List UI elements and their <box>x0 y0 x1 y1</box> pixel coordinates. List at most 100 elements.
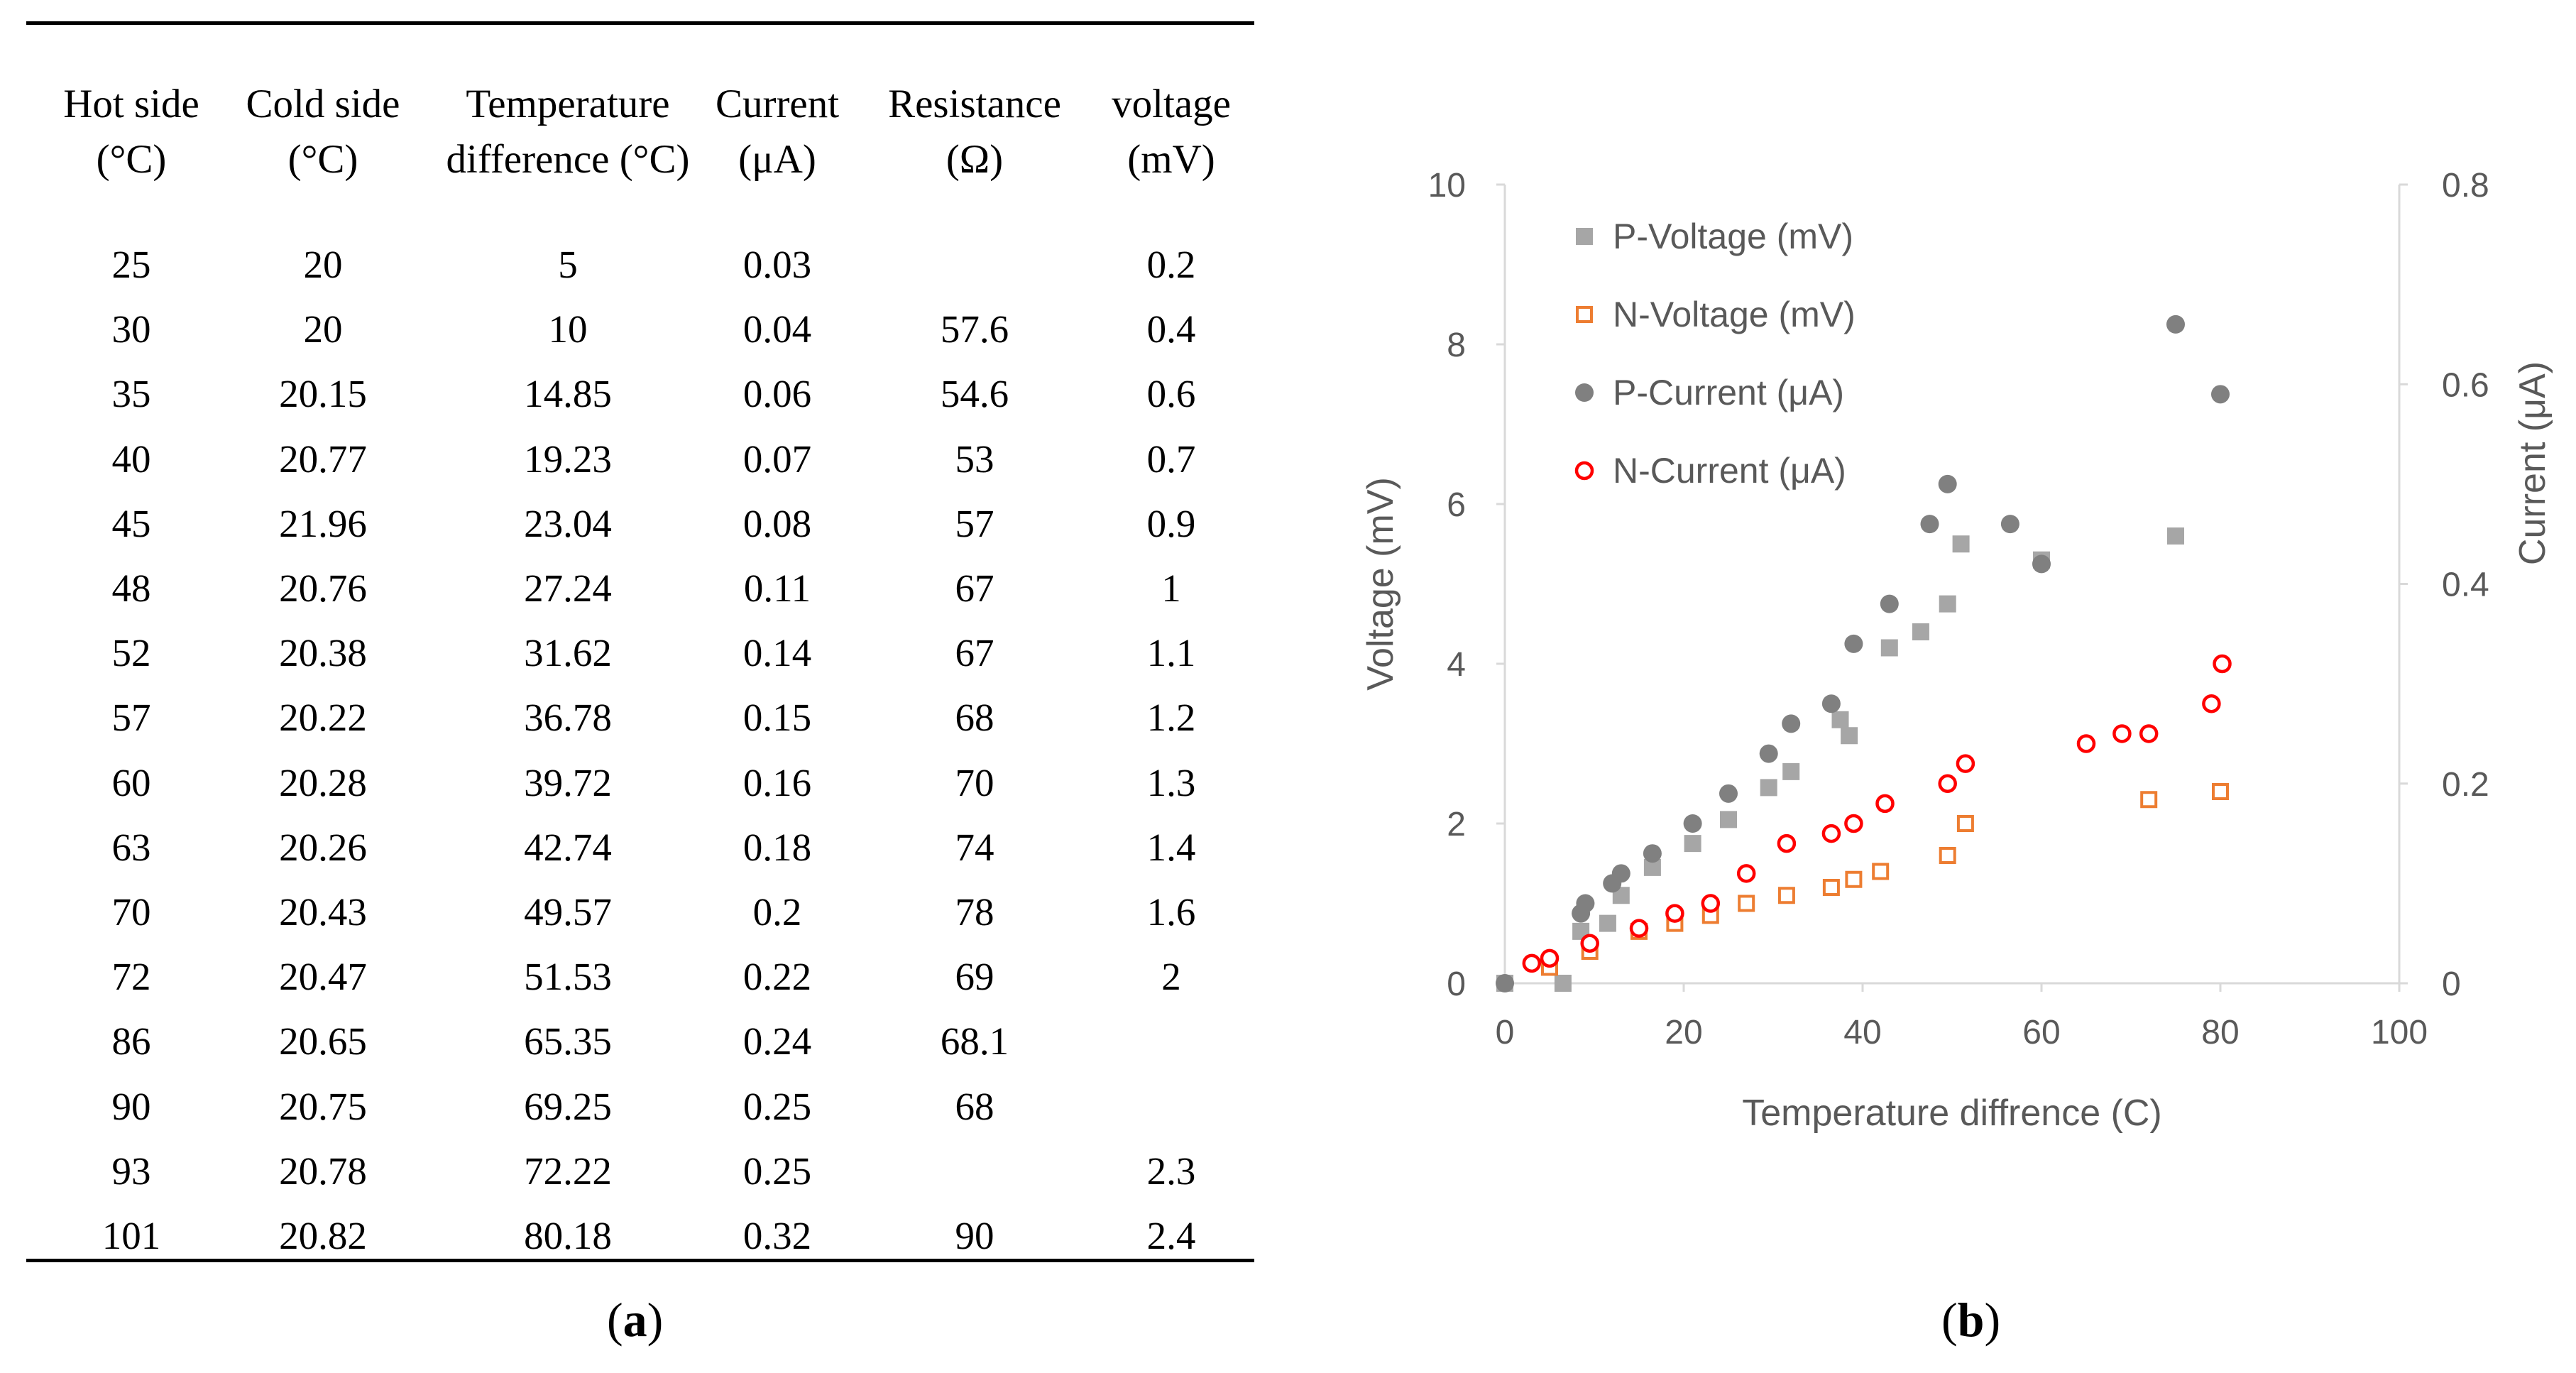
table-cell: 30 <box>111 307 151 351</box>
table-cell: 27.24 <box>524 567 612 610</box>
column-header-line: Resistance <box>888 82 1061 126</box>
x-tick-label: 80 <box>2201 1014 2239 1051</box>
column-header-line: Current <box>715 82 840 126</box>
column-header-line: (μA) <box>738 137 816 182</box>
table-cell: 20.82 <box>279 1214 367 1257</box>
y-tick-label: 8 <box>1447 327 1466 364</box>
data-point-series-0 <box>1841 727 1858 745</box>
table-cell: 54.6 <box>940 372 1009 416</box>
table-cell: 0.04 <box>742 307 812 351</box>
column-header: voltage (mV) <box>1029 77 1313 187</box>
table-cell: 20.77 <box>279 437 367 481</box>
table-cell: 53 <box>955 437 994 481</box>
table-cell: 0.9 <box>1146 501 1196 545</box>
table-cell: 51.53 <box>524 955 612 999</box>
table-cell: 93 <box>111 1149 151 1193</box>
data-point-series-3 <box>1956 754 1975 773</box>
column-header-line: (Ω) <box>946 137 1004 182</box>
x-tick-label: 40 <box>1843 1014 1881 1051</box>
table-cell: 5 <box>558 243 578 286</box>
y-tick-label: 4 <box>1447 646 1466 684</box>
data-point-series-2 <box>1719 784 1738 803</box>
table-cell: 1.1 <box>1146 631 1196 675</box>
table-cell: 0.06 <box>742 372 812 416</box>
data-point-series-0 <box>1554 975 1572 992</box>
data-point-series-3 <box>2202 694 2221 713</box>
column-header-line: Hot side <box>63 82 199 126</box>
table-cell: 0.32 <box>742 1214 812 1257</box>
legend-label: P-Voltage (mV) <box>1613 217 1853 256</box>
data-point-series-3 <box>1701 894 1721 913</box>
table-cell: 0.22 <box>742 955 812 999</box>
data-point-series-0 <box>1912 623 1929 640</box>
x-axis-title: Temperature diffrence (C) <box>1742 1093 2162 1134</box>
data-point-series-2 <box>2000 515 2019 534</box>
table-cell: 0.6 <box>1146 372 1196 416</box>
column-header-line: Temperature <box>466 82 670 126</box>
panel-label-a-open: ( <box>607 1293 623 1347</box>
table-cell: 68 <box>955 1084 994 1128</box>
table-cell: 68 <box>955 696 994 740</box>
table-cell: 20.28 <box>279 760 367 804</box>
table-cell: 35 <box>111 372 151 416</box>
y2-tick-label: 0 <box>2442 966 2461 1003</box>
table-cell: 20.43 <box>279 890 367 934</box>
table-cell: 0.25 <box>742 1084 812 1128</box>
data-point-series-2 <box>1611 864 1630 883</box>
y-tick-label: 10 <box>1428 167 1466 204</box>
data-point-series-0 <box>2167 527 2184 545</box>
table-cell: 0.07 <box>742 437 812 481</box>
table-cell: 57 <box>955 501 994 545</box>
table-cell: 40 <box>111 437 151 481</box>
table-cell: 14.85 <box>524 372 612 416</box>
data-point-series-2 <box>1938 474 1957 493</box>
table-cell: 21.96 <box>279 501 367 545</box>
data-point-series-1 <box>2212 783 2229 800</box>
y2-tick-label: 0.2 <box>2442 766 2489 804</box>
data-point-series-3 <box>1821 824 1841 843</box>
table-cell: 0.4 <box>1146 307 1196 351</box>
data-point-series-1 <box>2140 791 2158 809</box>
data-point-series-1 <box>1822 879 1840 896</box>
table-cell: 101 <box>102 1214 161 1257</box>
data-point-series-3 <box>2139 724 2159 743</box>
data-point-series-3 <box>1777 833 1797 853</box>
table-cell: 20.76 <box>279 567 367 610</box>
y-tick-label: 0 <box>1447 966 1466 1003</box>
data-point-series-0 <box>1720 811 1737 828</box>
table-cell: 90 <box>955 1214 994 1257</box>
data-point-series-3 <box>1580 934 1599 953</box>
x-tick-label: 20 <box>1665 1014 1702 1051</box>
table-cell: 72 <box>111 955 151 999</box>
table-cell: 0.7 <box>1146 437 1196 481</box>
table-cell: 0.14 <box>742 631 812 675</box>
data-point-series-2 <box>1880 594 1899 613</box>
data-point-series-0 <box>1952 535 1970 553</box>
column-header: Cold side (°C) <box>181 77 465 187</box>
column-header: Resistance (Ω) <box>833 77 1117 187</box>
table-cell: 0.16 <box>742 760 812 804</box>
data-point-series-0 <box>1782 762 1800 780</box>
table-cell: 48 <box>111 567 151 610</box>
table-cell: 19.23 <box>524 437 612 481</box>
y-axis-title: Voltage (mV) <box>1360 477 1401 691</box>
y2-axis-title: Current (μA) <box>2512 361 2553 565</box>
table-cell: 10 <box>548 307 588 351</box>
column-header-line: (mV) <box>1127 137 1215 182</box>
legend-marker <box>1576 306 1593 323</box>
data-point-series-2 <box>1920 515 1939 534</box>
table-cell: 1.6 <box>1146 890 1196 934</box>
table-cell: 39.72 <box>524 760 612 804</box>
data-point-series-2 <box>1683 814 1702 833</box>
table-cell: 65.35 <box>524 1019 612 1063</box>
y-tick-label: 6 <box>1447 486 1466 524</box>
data-point-series-0 <box>1760 779 1777 797</box>
data-point-series-3 <box>1938 774 1957 793</box>
data-point-series-2 <box>2211 385 2230 404</box>
data-point-series-2 <box>1782 714 1801 733</box>
table-cell: 57.6 <box>940 307 1009 351</box>
table-cell: 1.3 <box>1146 760 1196 804</box>
data-point-series-1 <box>1956 815 1974 832</box>
data-point-series-2 <box>1844 634 1863 653</box>
table-cell: 20 <box>303 307 343 351</box>
